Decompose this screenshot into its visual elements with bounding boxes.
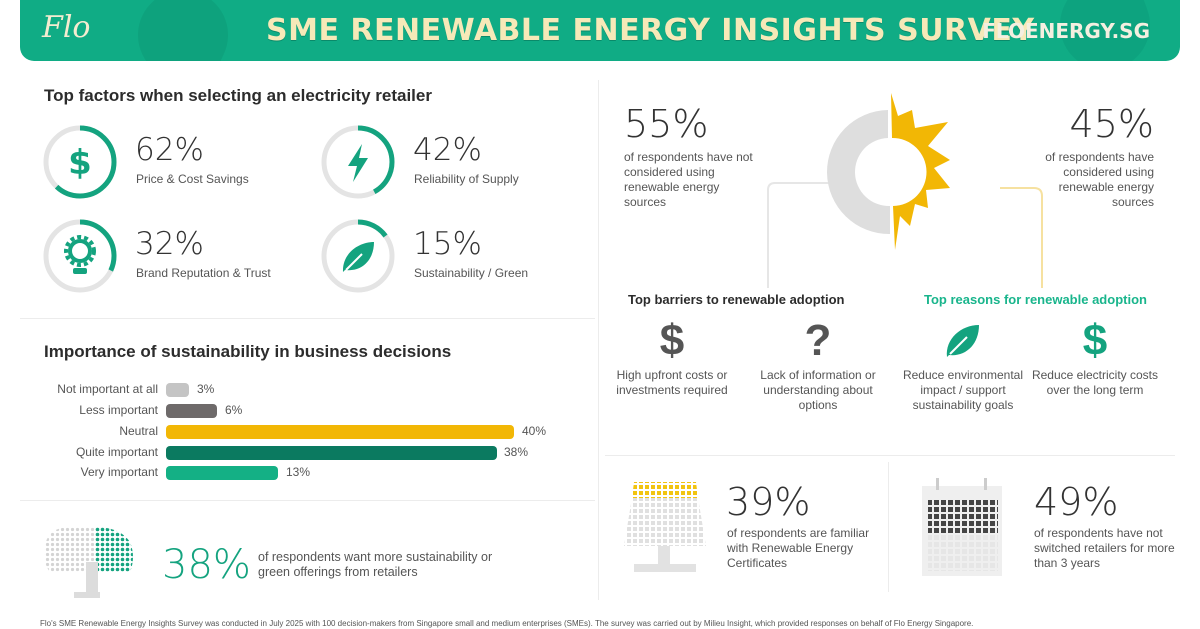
website-link[interactable]: FLOENERGY.SG <box>982 19 1150 43</box>
dollar-icon: $ <box>68 143 92 183</box>
factor-pct: 32% <box>135 226 204 262</box>
bar <box>166 446 497 460</box>
donut-grey-segment <box>827 110 890 235</box>
bar <box>166 466 278 480</box>
question-icon: ? <box>804 316 832 365</box>
bar-row-less-important: Less important 6% <box>30 403 570 418</box>
considered-pct: 45% <box>1069 102 1154 146</box>
tree-dot-icon <box>44 527 133 598</box>
bar-label: Less important <box>79 403 158 417</box>
factor-pct: 62% <box>135 132 204 168</box>
progress-ring-price: $ <box>43 125 117 199</box>
considered-text: of respondents have considered using ren… <box>1045 150 1154 209</box>
not-considered-pct: 55% <box>624 102 709 146</box>
bar-row-very-important: Very important 13% <box>30 465 570 480</box>
divider <box>598 80 599 600</box>
factor-label: Price & Cost Savings <box>136 172 249 186</box>
reason-text: Reduce electricity costs over the long t… <box>1031 368 1159 397</box>
flo-logo[interactable]: Flo <box>42 10 91 45</box>
factor-sustainability: 15% Sustainability / Green <box>318 216 588 294</box>
bar-label: Very important <box>80 465 158 479</box>
bar-row-neutral: Neutral 40% <box>30 424 570 439</box>
green-offerings-text: of respondents want more sustainability … <box>258 550 493 579</box>
dollar-icon: $ <box>1082 316 1108 365</box>
switching-text: of respondents have not switched retaile… <box>1034 526 1175 570</box>
factor-label: Reliability of Supply <box>414 172 519 186</box>
progress-ring-sustainability <box>321 219 395 293</box>
importance-heading: Importance of sustainability in business… <box>44 342 452 361</box>
solar-panel-dot-icon <box>624 482 706 572</box>
not-considered-text: of respondents have not considered using… <box>624 150 753 209</box>
sun-icon <box>891 93 950 250</box>
bar-value: 13% <box>286 465 311 479</box>
bar <box>166 425 514 439</box>
reason-text: Reduce environmental impact / support su… <box>902 368 1024 412</box>
divider <box>888 462 889 592</box>
leaf-decoration-icon <box>123 0 243 61</box>
green-offerings-pct: 38% <box>162 542 251 588</box>
barrier-cost: $ High upfront costs or investments requ… <box>607 316 737 398</box>
factors-heading: Top factors when selecting an electricit… <box>44 86 432 105</box>
bar <box>166 404 217 418</box>
reason-environment: Reduce environmental impact / support su… <box>898 316 1028 413</box>
barriers-heading: Top barriers to renewable adoption <box>628 292 845 307</box>
bar-label: Not important at all <box>57 382 158 396</box>
bar-value: 3% <box>197 382 215 396</box>
bar-value: 6% <box>225 403 243 417</box>
dollar-icon: $ <box>659 316 685 365</box>
footer-note: Flo's SME Renewable Energy Insights Surv… <box>40 619 974 628</box>
bar-value: 40% <box>522 424 547 438</box>
divider <box>605 455 1175 456</box>
bar-row-not-important: Not important at all 3% <box>30 382 570 397</box>
award-badge-icon <box>64 235 96 267</box>
divider <box>20 500 595 501</box>
reasons-heading: Top reasons for renewable adoption <box>924 292 1147 307</box>
bar-label: Neutral <box>119 424 158 438</box>
progress-ring-brand <box>43 219 117 293</box>
progress-ring-reliability <box>321 125 395 199</box>
bar-value: 38% <box>504 445 529 459</box>
factor-brand: 32% Brand Reputation & Trust <box>40 216 310 294</box>
lightning-icon <box>348 144 368 182</box>
divider <box>20 318 595 319</box>
leaf-icon <box>898 316 1028 366</box>
switching-pct: 49% <box>1034 480 1119 524</box>
factor-pct: 15% <box>413 226 482 262</box>
bar <box>166 383 189 397</box>
bar-row-quite-important: Quite important 38% <box>30 445 570 460</box>
barrier-text: Lack of information or understanding abo… <box>760 368 876 412</box>
factor-price: $ 62% Price & Cost Savings <box>40 122 310 200</box>
barrier-text: High upfront costs or investments requir… <box>616 368 728 397</box>
renewable-donut-sun-chart <box>767 93 1043 288</box>
rec-text: of respondents are familiar with Renewab… <box>727 526 870 570</box>
calendar-dot-icon <box>922 478 1002 576</box>
header-banner: Flo SME RENEWABLE ENERGY INSIGHTS SURVEY… <box>20 0 1180 61</box>
bar-label: Quite important <box>75 445 158 459</box>
reason-cost: $ Reduce electricity costs over the long… <box>1030 316 1160 398</box>
factor-label: Sustainability / Green <box>414 266 529 280</box>
barrier-information: ? Lack of information or understanding a… <box>753 316 883 413</box>
factor-reliability: 42% Reliability of Supply <box>318 122 588 200</box>
factor-pct: 42% <box>413 132 482 168</box>
rec-pct: 39% <box>726 480 811 524</box>
factor-label: Brand Reputation & Trust <box>136 266 271 280</box>
page-title: SME RENEWABLE ENERGY INSIGHTS SURVEY <box>266 13 1035 48</box>
